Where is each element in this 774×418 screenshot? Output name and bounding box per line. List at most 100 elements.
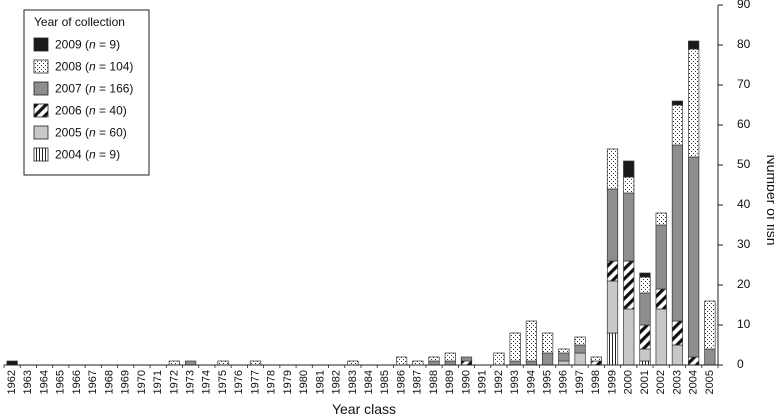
bar-segment-1988-2007 — [428, 360, 440, 366]
bar-segment-2001-2007 — [639, 292, 651, 326]
legend-title: Year of collection — [34, 15, 125, 29]
bar-segment-2002-2005 — [655, 308, 667, 366]
x-tick-label: 1962 — [6, 370, 18, 394]
bar-segment-1996-2007 — [558, 352, 570, 362]
x-tick-label: 1999 — [606, 370, 618, 394]
x-tick-label: 1983 — [347, 370, 359, 394]
x-tick-label: 2004 — [688, 370, 700, 394]
x-tick-label: 1993 — [509, 370, 521, 394]
x-tick-label: 1975 — [217, 370, 229, 394]
bar-segment-2002-2008 — [655, 212, 667, 226]
bar-segment-1986-2008 — [395, 356, 408, 366]
y-tick-label: 50 — [737, 157, 751, 171]
bar-segment-1998-2006 — [590, 360, 602, 366]
bar-segment-1999-2007 — [606, 188, 619, 262]
x-tick-label: 1985 — [379, 370, 391, 394]
bar-segment-1997-2007 — [574, 344, 586, 354]
bar-segment-1973-2007 — [185, 360, 197, 366]
y-tick-label: 20 — [737, 277, 751, 291]
x-tick-label: 1966 — [71, 370, 83, 394]
legend-label-2004: 2004 (n = 9) — [55, 148, 120, 162]
x-tick-label: 1979 — [282, 370, 294, 394]
y-tick-label: 30 — [737, 237, 751, 251]
bar-segment-2004-2006 — [688, 356, 700, 366]
x-tick-label: 2005 — [704, 370, 716, 394]
x-tick-label: 1965 — [55, 370, 67, 394]
x-tick-label: 1968 — [103, 370, 115, 394]
x-tick-label: 1973 — [185, 370, 197, 394]
x-tick-label: 1989 — [444, 370, 456, 394]
x-tick-label: 1969 — [120, 370, 132, 394]
bar-segment-1995-2008 — [542, 332, 554, 354]
bar-segment-1998-2008 — [590, 356, 602, 362]
x-tick-label: 1978 — [266, 370, 278, 394]
y-tick-label: 0 — [737, 357, 744, 371]
bar-segment-2001-2004 — [639, 360, 651, 366]
bar-segment-1999-2006 — [606, 260, 619, 282]
bar-segment-2003-2005 — [671, 344, 684, 366]
x-tick-label: 2000 — [623, 370, 635, 394]
legend-swatch-2007 — [33, 81, 49, 96]
bar-segment-1995-2007 — [542, 352, 554, 366]
bar-segment-1990-2006 — [460, 360, 473, 366]
bar-segment-1993-2007 — [509, 360, 521, 366]
legend-label-2006: 2006 (n = 40) — [55, 104, 127, 118]
x-tick-label: 1977 — [249, 370, 261, 394]
bar-segment-1987-2008 — [412, 360, 424, 366]
x-tick-label: 1991 — [477, 370, 489, 394]
bar-segment-2004-2009 — [688, 40, 700, 50]
bar-segment-1996-2005 — [558, 360, 570, 366]
x-tick-label: 1967 — [87, 370, 99, 394]
bar-segment-2001-2009 — [639, 272, 651, 278]
x-tick-label: 1981 — [314, 370, 326, 394]
x-tick-label: 1990 — [460, 370, 472, 394]
bar-segment-1975-2008 — [217, 360, 229, 366]
legend-swatch-2009 — [33, 37, 49, 52]
x-tick-label: 2003 — [671, 370, 683, 394]
bar-segment-2000-2006 — [623, 260, 635, 310]
x-tick-label: 1970 — [136, 370, 148, 394]
x-tick-label: 1963 — [22, 370, 34, 394]
x-tick-label: 1986 — [395, 370, 407, 394]
x-tick-label: 1982 — [331, 370, 343, 394]
x-tick-label: 2001 — [639, 370, 651, 394]
bar-segment-1997-2008 — [574, 336, 586, 346]
x-tick-label: 1988 — [428, 370, 440, 394]
y-axis-label: Number of fish — [764, 154, 774, 245]
bar-segment-2000-2007 — [623, 192, 635, 262]
bar-segment-2003-2009 — [671, 100, 684, 106]
bar-segment-2005-2008 — [704, 300, 716, 350]
legend-swatch-2006 — [33, 103, 49, 118]
x-tick-label: 1998 — [590, 370, 602, 394]
x-axis-label: Year class — [332, 401, 396, 417]
y-tick-label: 40 — [737, 197, 751, 211]
bar-segment-1990-2007 — [460, 356, 473, 362]
y-tick-label: 70 — [737, 77, 751, 91]
bar-segment-1989-2007 — [444, 360, 456, 366]
y-tick-label: 60 — [737, 117, 751, 131]
bar-segment-1988-2008 — [428, 356, 440, 362]
bar-segment-1999-2008 — [606, 148, 619, 190]
bar-segment-2001-2005 — [639, 348, 651, 362]
bar-segment-1996-2008 — [558, 348, 570, 354]
bar-segment-1992-2008 — [493, 352, 505, 366]
bar-segment-2005-2007 — [704, 348, 716, 366]
x-tick-label: 1974 — [201, 370, 213, 394]
legend-swatch-2005 — [33, 125, 49, 140]
x-tick-label: 1964 — [38, 370, 50, 394]
bar-segment-2000-2008 — [623, 176, 635, 194]
x-tick-label: 1976 — [233, 370, 245, 394]
bar-segment-2003-2006 — [671, 320, 684, 346]
bar-segment-2001-2008 — [639, 276, 651, 294]
bar-segment-1994-2007 — [525, 360, 537, 366]
bar-segment-2001-2006 — [639, 324, 651, 350]
bar-segment-1999-2005 — [606, 280, 619, 334]
legend-label-2007: 2007 (n = 166) — [55, 82, 133, 96]
bar-segment-1997-2005 — [574, 352, 586, 366]
bar-segment-2003-2007 — [671, 144, 684, 322]
bar-segment-1994-2008 — [525, 320, 537, 362]
bar-segment-1962-2009 — [6, 360, 18, 366]
bar-segment-2004-2008 — [688, 48, 700, 158]
bar-segment-1989-2008 — [444, 352, 456, 362]
